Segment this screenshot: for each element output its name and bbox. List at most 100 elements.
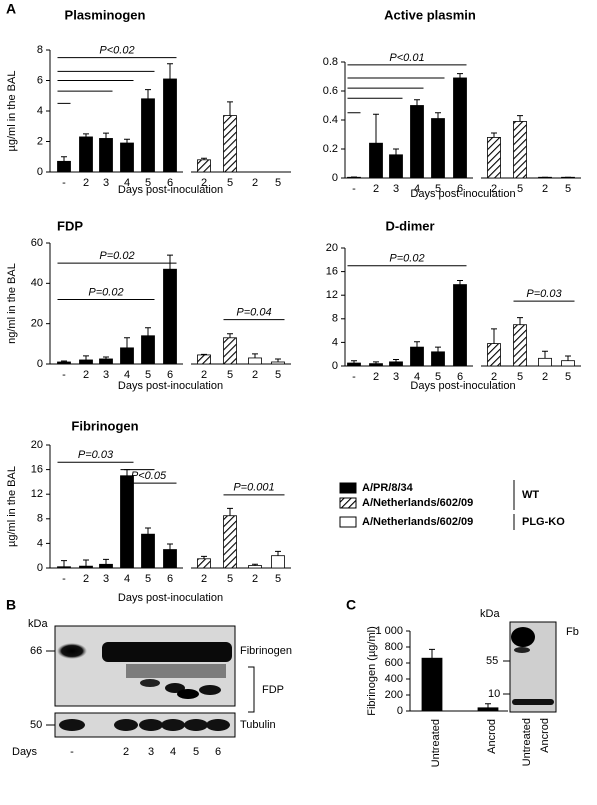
x-tick-label: 2: [83, 177, 89, 189]
blot-band: [139, 719, 163, 731]
y-tick-label: 0.6: [323, 85, 338, 97]
lane-label: Untreated: [521, 718, 533, 766]
x-tick-label: 2: [373, 371, 379, 383]
x-tick-label: 2: [83, 369, 89, 381]
y-tick-label: 0: [37, 358, 43, 370]
bar: [249, 358, 262, 364]
error-bar: [414, 100, 420, 106]
y-tick-label: 0: [37, 562, 43, 574]
bar: [198, 160, 211, 172]
x-tick-label: 4: [124, 573, 130, 585]
bar: [100, 564, 113, 568]
bar: [432, 119, 445, 178]
blot-marker: 10: [488, 688, 500, 700]
chart-title: Plasminogen: [65, 7, 146, 22]
bar: [121, 348, 134, 364]
y-tick-label: 12: [326, 289, 338, 301]
x-tick-label: -: [352, 183, 356, 195]
x-tick-label: 5: [227, 573, 233, 585]
blot-label: FDP: [262, 684, 284, 696]
lane-label: 6: [215, 746, 221, 758]
x-tick-label: 5: [275, 573, 281, 585]
blot-band: [512, 699, 554, 705]
x-tick-label: -: [62, 369, 66, 381]
x-tick-label: 4: [124, 177, 130, 189]
error-bar: [83, 134, 89, 137]
bar: [514, 325, 527, 366]
y-tick-label: 20: [326, 242, 338, 254]
panel-letter: C: [346, 597, 356, 613]
y-tick-label: 8: [332, 313, 338, 325]
p-value: P<0.05: [131, 470, 167, 482]
bar: [80, 360, 93, 364]
legend-swatch: [340, 483, 356, 493]
y-axis-label: Fibrinogen (µg/ml): [366, 626, 378, 715]
p-value: P=0.03: [526, 288, 562, 300]
x-tick-label: 3: [103, 573, 109, 585]
x-tick-label: 2: [201, 573, 207, 585]
error-bar: [145, 90, 151, 99]
error-bar: [485, 704, 491, 708]
x-tick-label: 2: [83, 573, 89, 585]
y-tick-label: 6: [37, 74, 43, 86]
x-tick-label: 5: [565, 371, 571, 383]
p-value: P=0.001: [233, 482, 274, 494]
error-bar: [83, 560, 89, 566]
y-tick-label: 40: [31, 277, 43, 289]
blot-band: [184, 719, 208, 731]
bar: [58, 362, 71, 364]
bar: [142, 99, 155, 172]
x-tick-label: -: [62, 573, 66, 585]
y-tick-label: 20: [31, 439, 43, 451]
bar: [488, 137, 501, 178]
legend-swatch: [340, 498, 356, 508]
p-value: P<0.01: [389, 52, 424, 64]
lane-label: Ancrod: [539, 718, 551, 753]
y-tick-label: 12: [31, 488, 43, 500]
y-axis-label: µg/ml in the BAL: [6, 71, 18, 152]
error-bar: [457, 74, 463, 78]
y-tick-label: 16: [31, 464, 43, 476]
blot-band: [102, 642, 232, 662]
x-tick-label: 2: [373, 183, 379, 195]
error-bar: [373, 114, 379, 143]
y-tick-label: 2: [37, 135, 43, 147]
chart-title: FDP: [57, 218, 83, 233]
bar: [198, 559, 211, 568]
bar: [390, 155, 403, 178]
y-tick-label: 16: [326, 266, 338, 278]
x-tick-label: 5: [227, 369, 233, 381]
bar: [390, 362, 403, 366]
x-tick-label: 5: [517, 183, 523, 195]
chart-title: D-dimer: [385, 218, 434, 233]
y-tick-label: 0: [397, 705, 403, 717]
error-bar: [542, 351, 548, 358]
bar: [80, 566, 93, 568]
blot-unit: kDa: [28, 618, 48, 630]
error-bar: [435, 347, 441, 352]
y-tick-label: 4: [37, 105, 43, 117]
blot-band: [140, 679, 160, 687]
bar: [411, 347, 424, 366]
x-tick-label: 2: [201, 177, 207, 189]
x-tick-label: 2: [252, 369, 258, 381]
x-tick-label: 3: [393, 183, 399, 195]
error-bar: [227, 334, 233, 338]
x-tick-label: 6: [167, 369, 173, 381]
bar: [562, 361, 575, 366]
y-axis-label: ng/ml in the BAL: [6, 263, 18, 344]
bar: [142, 336, 155, 364]
y-tick-label: 0: [332, 172, 338, 184]
blot-marker: 50: [30, 719, 42, 731]
error-bar: [167, 64, 173, 79]
error-bar: [457, 280, 463, 284]
y-tick-label: 4: [37, 537, 43, 549]
y-axis-label: µg/ml in the BAL: [6, 466, 18, 547]
y-tick-label: 0.4: [323, 114, 338, 126]
bar: [514, 121, 527, 178]
bar: [100, 359, 113, 364]
bar: [454, 285, 467, 366]
lane-label: -: [70, 746, 74, 758]
x-tick-label: 3: [393, 371, 399, 383]
